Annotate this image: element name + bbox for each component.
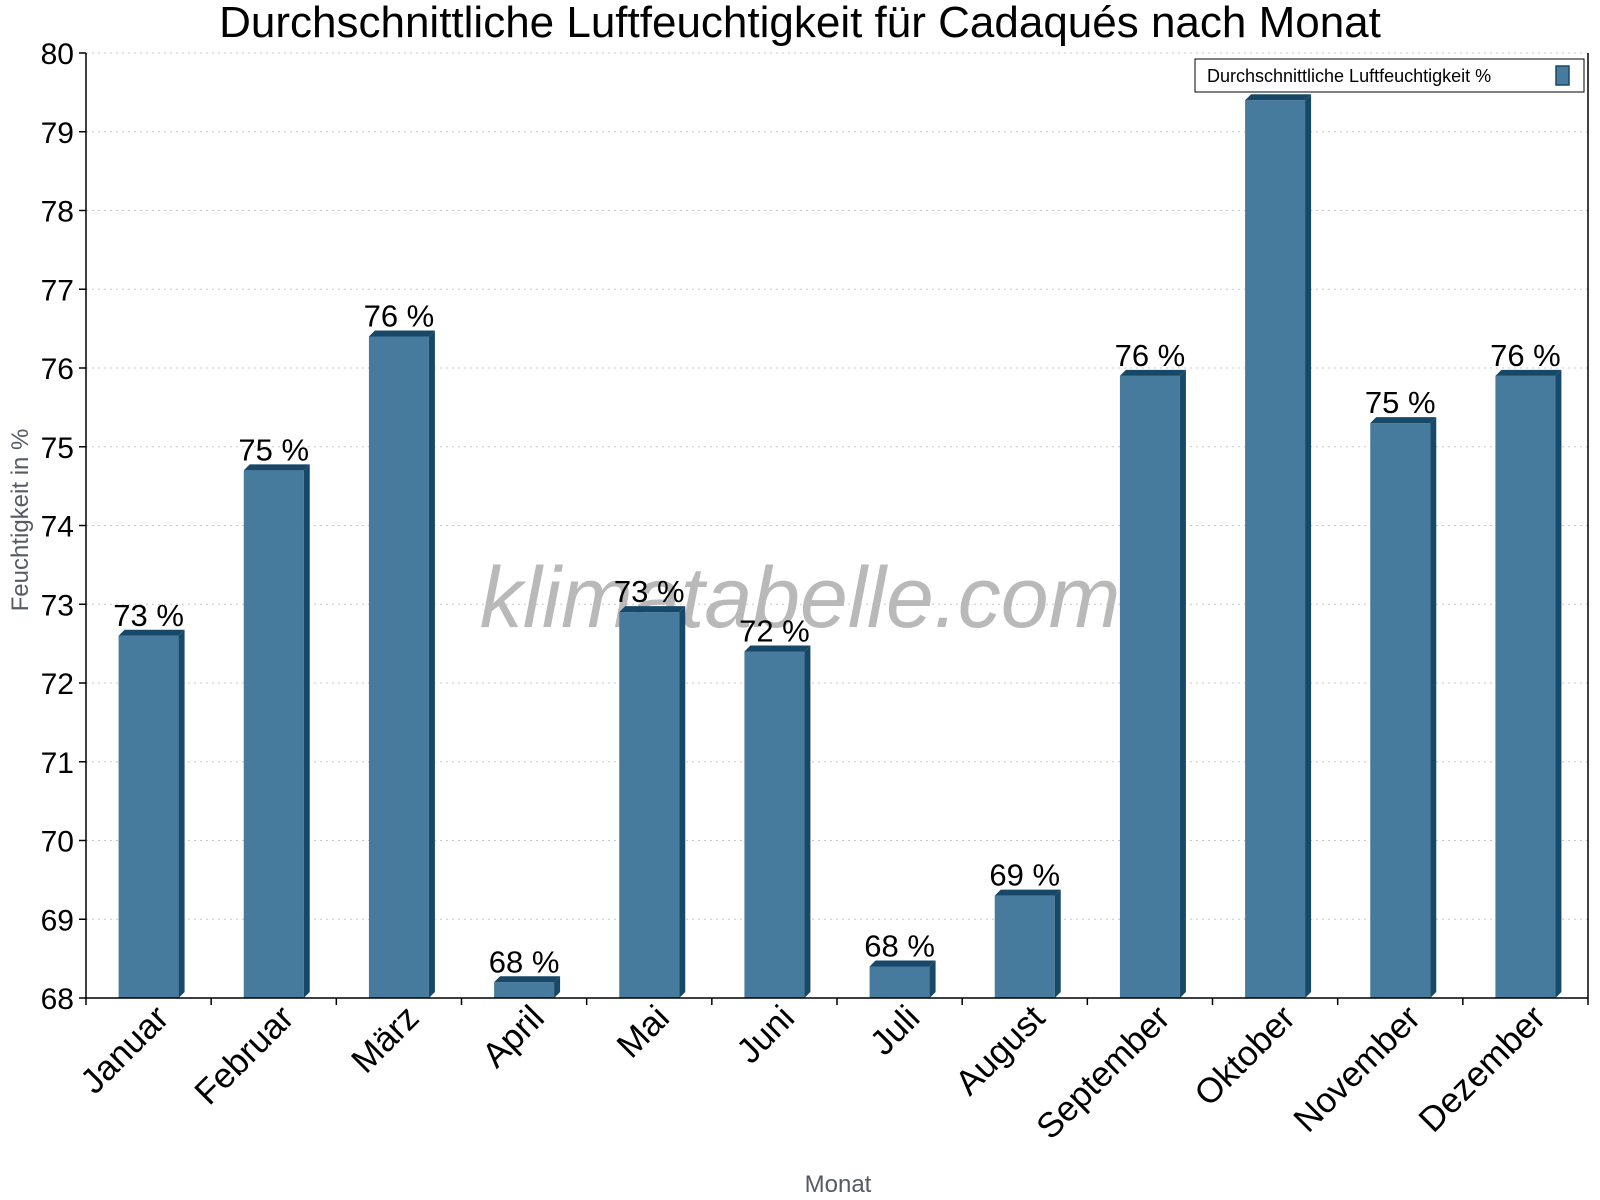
y-tick-label: 75 — [41, 432, 74, 465]
watermark-text: klimatabelle.com — [480, 550, 1120, 646]
bar-side — [1305, 94, 1312, 998]
bar-front — [1119, 375, 1180, 998]
bar — [869, 960, 936, 998]
x-tick-label: Juni — [729, 998, 802, 1071]
bar — [619, 606, 686, 998]
bar — [118, 629, 185, 998]
y-tick-label: 69 — [41, 904, 74, 937]
y-tick-label: 70 — [41, 826, 74, 859]
bar-value-label: 68 % — [489, 944, 560, 979]
bar-side — [929, 960, 936, 998]
x-axis-title: Monat — [805, 1171, 872, 1198]
bar-front — [619, 612, 680, 998]
x-tick-label: Dezember — [1411, 998, 1553, 1140]
bar-side — [554, 976, 561, 998]
bar-value-label: 75 % — [238, 432, 309, 467]
bar-side — [1430, 417, 1437, 998]
legend: Durchschnittliche Luftfeuchtigkeit % — [1194, 58, 1585, 93]
x-tick-label: Juli — [863, 998, 928, 1063]
bar-side — [679, 606, 686, 998]
bars — [118, 94, 1562, 998]
y-tick-label: 73 — [41, 589, 74, 622]
bar-top — [368, 330, 435, 337]
x-tick-label: Februar — [187, 998, 301, 1112]
y-tick-label: 71 — [41, 747, 74, 780]
bar-front — [368, 336, 429, 998]
legend-box — [1194, 58, 1585, 93]
bar-value-label: 76 % — [364, 299, 435, 334]
bar — [1370, 417, 1437, 998]
x-tick-label: November — [1286, 998, 1428, 1140]
grid-lines — [86, 52, 1588, 920]
bar — [1119, 369, 1186, 998]
bar — [744, 645, 811, 998]
y-tick-label: 79 — [41, 117, 74, 150]
bar-value-label: 68 % — [864, 929, 935, 964]
legend-swatch — [1555, 65, 1570, 86]
x-tick-label: März — [344, 998, 427, 1081]
bar-value-label: 75 % — [1365, 385, 1436, 420]
y-tick-label: 68 — [41, 983, 74, 1016]
y-tick-label: 74 — [41, 511, 74, 544]
bar-side — [1179, 369, 1186, 998]
bar-value-label: 69 % — [989, 858, 1060, 893]
bar-value-label: 73 % — [113, 598, 184, 633]
bar-side — [178, 629, 185, 998]
bar-top — [1495, 369, 1562, 376]
y-tick-label: 72 — [41, 668, 74, 701]
legend-label: Durchschnittliche Luftfeuchtigkeit % — [1207, 66, 1491, 86]
bar-side — [303, 464, 310, 998]
bar-front — [243, 470, 304, 998]
data-labels: 73 % 75 % 76 % 68 % 73 % 72 % 68 % 69 % 76 % 75 %… — [113, 299, 1561, 980]
bar — [1245, 94, 1312, 998]
bar — [368, 330, 435, 998]
bar — [994, 889, 1061, 998]
bar-top — [243, 464, 310, 471]
bar-side — [428, 330, 435, 998]
bar-front — [1495, 375, 1556, 998]
bar-front — [1370, 423, 1431, 998]
bar-front — [494, 982, 555, 998]
x-tick-label: Januar — [73, 998, 176, 1101]
y-axis-title: Feuchtigkeit in % — [7, 429, 34, 612]
bar-front — [118, 635, 179, 998]
bar-value-label: 73 % — [614, 574, 685, 609]
x-tick-label: April — [475, 998, 552, 1075]
bar-top — [869, 960, 936, 967]
bar-top — [1245, 94, 1312, 101]
bar-top — [494, 976, 561, 983]
bar-front — [869, 966, 930, 998]
bar-top — [1119, 369, 1186, 376]
bar-top — [619, 606, 686, 613]
bar-side — [804, 645, 811, 998]
y-tick-label: 77 — [41, 274, 74, 307]
chart-title: Durchschnittliche Luftfeuchtigkeit für C… — [219, 0, 1381, 47]
bar-side — [1054, 889, 1061, 998]
bar — [243, 464, 310, 998]
bar-front — [744, 651, 805, 998]
bar-value-label: 76 % — [1490, 338, 1561, 373]
bar-top — [118, 629, 185, 636]
bar-top — [1370, 417, 1437, 424]
bar-front — [1245, 100, 1306, 998]
bar — [1495, 369, 1562, 998]
y-tick-label: 76 — [41, 353, 74, 386]
bar-top — [744, 645, 811, 652]
bar-top — [994, 889, 1061, 896]
bar-value-label: 72 % — [739, 614, 810, 649]
y-tick-label: 80 — [41, 38, 74, 71]
x-tick-label: August — [948, 998, 1053, 1103]
bar-front — [994, 895, 1055, 998]
x-tick-label: Oktober — [1187, 998, 1303, 1114]
bar — [494, 976, 561, 998]
x-tick-label: September — [1029, 998, 1178, 1147]
x-tick-label: Mai — [609, 998, 676, 1065]
y-tick-label: 78 — [41, 196, 74, 229]
bar-value-label: 76 % — [1115, 338, 1186, 373]
bar-side — [1555, 369, 1562, 998]
